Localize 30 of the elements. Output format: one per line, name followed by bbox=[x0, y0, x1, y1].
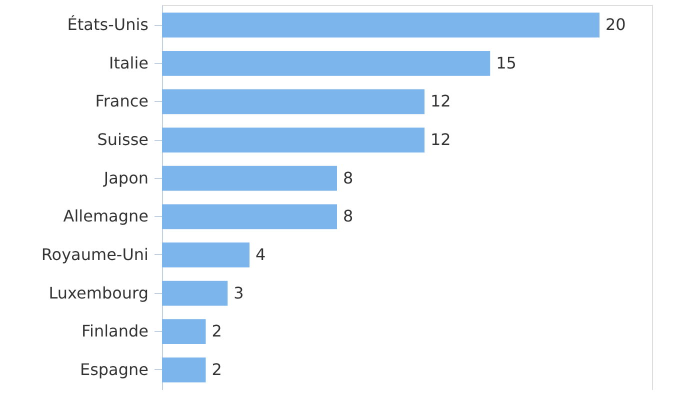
data-label: 12 bbox=[430, 92, 451, 111]
y-tick-label: Allemagne bbox=[63, 206, 148, 226]
bar bbox=[162, 12, 600, 38]
bar bbox=[162, 50, 490, 76]
bar bbox=[162, 166, 337, 191]
data-label: 15 bbox=[496, 53, 516, 72]
y-tick-label: Royaume-Uni bbox=[41, 244, 148, 264]
y-tick-label: Luxembourg bbox=[48, 283, 148, 302]
bar bbox=[162, 319, 206, 344]
y-tick-label: Espagne bbox=[80, 360, 148, 379]
data-label: 2 bbox=[212, 360, 222, 379]
bar bbox=[162, 128, 424, 152]
bar bbox=[162, 204, 337, 230]
data-label: 8 bbox=[343, 206, 354, 226]
data-label: 3 bbox=[234, 283, 244, 302]
data-label: 4 bbox=[256, 244, 266, 264]
data-label: 20 bbox=[606, 15, 626, 34]
bar bbox=[162, 280, 228, 306]
y-tick-label: Suisse bbox=[97, 130, 148, 150]
bar bbox=[162, 89, 424, 114]
data-label: 8 bbox=[343, 168, 354, 188]
data-label: 2 bbox=[212, 322, 222, 341]
y-tick-label: États-Unis bbox=[67, 15, 148, 34]
y-tick-label: Finlande bbox=[81, 322, 148, 341]
data-label: 12 bbox=[430, 130, 451, 150]
y-tick-label: Japon bbox=[102, 168, 148, 188]
y-tick-label: France bbox=[95, 92, 148, 111]
y-tick-label: Italie bbox=[108, 53, 148, 72]
bar bbox=[162, 357, 206, 382]
bar bbox=[162, 242, 250, 268]
